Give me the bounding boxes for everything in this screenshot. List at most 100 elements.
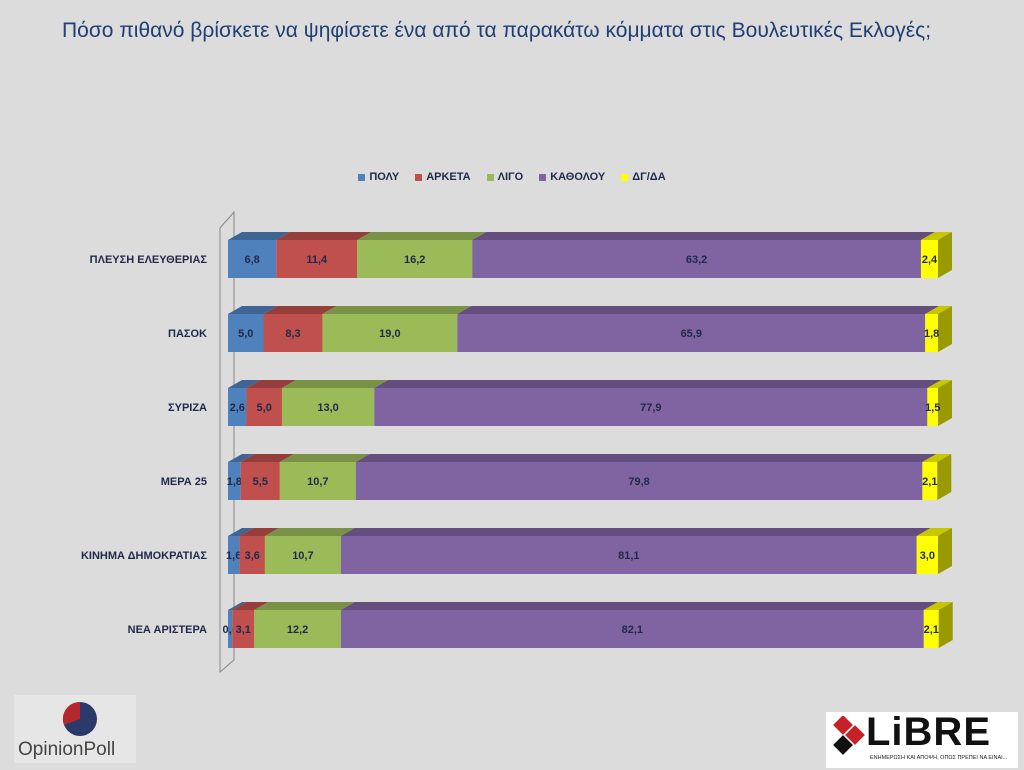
bar-segment — [927, 388, 938, 426]
category-label: ΝΕΑ ΑΡΙΣΤΕΡΑ — [128, 624, 207, 636]
data-label: 3,6 — [244, 550, 259, 562]
legend-label: ΚΑΘΟΛΟΥ — [550, 171, 606, 183]
data-label: 6,8 — [244, 254, 259, 266]
bar-segment-side — [938, 528, 952, 574]
bar-segment-top — [228, 454, 255, 462]
bar-segment-top — [228, 232, 291, 240]
bar-segment-top — [927, 380, 952, 388]
data-label: 19,0 — [379, 328, 400, 340]
bar-segment-top — [281, 380, 389, 388]
bar-segment-top — [340, 528, 931, 536]
bar-segment — [276, 240, 358, 278]
data-label: 65,9 — [681, 328, 702, 340]
bar-segment-top — [279, 454, 370, 462]
bar-segment-side — [937, 454, 952, 500]
data-label: 10,7 — [292, 550, 313, 562]
chart-title: Πόσο πιθανό βρίσκετε να ψηφίσετε ένα από… — [62, 19, 932, 42]
data-label: 5,0 — [257, 402, 272, 414]
data-label: 2,1 — [922, 476, 937, 488]
bar-segment — [916, 536, 938, 574]
bar-segment — [281, 388, 375, 426]
bar-segment — [246, 388, 282, 426]
category-label: ΠΑΣΟΚ — [168, 328, 207, 340]
libre-logo: LiBRE ΕΝΗΜΕΡΩΣΗ ΚΑΙ ΑΠΟΨΗ, ΟΠΩΣ ΠΡΕΠΕΙ Ν… — [826, 710, 1018, 768]
bar-segment-top — [254, 602, 355, 610]
legend-label: ΠΟΛΥ — [369, 171, 400, 183]
bar-segment-top — [925, 306, 952, 314]
bar-segment — [264, 536, 341, 574]
data-label: 2,6 — [230, 402, 245, 414]
legend-label: ΑΡΚΕΤΑ — [426, 171, 471, 183]
bar-segment-side — [938, 602, 953, 648]
bar-segment-top — [322, 306, 472, 314]
bar-segment — [228, 462, 241, 500]
legend-item: ΑΡΚΕΤΑ — [415, 171, 471, 183]
bar-segment — [355, 462, 923, 500]
legend-swatch — [539, 173, 547, 181]
data-label: 3,0 — [920, 550, 935, 562]
bar-segment — [254, 610, 341, 648]
legend-item: ΔΓ/ΔΑ — [621, 171, 666, 183]
data-label: 16,2 — [404, 254, 425, 266]
legend-swatch — [358, 173, 366, 181]
bar-segment — [228, 610, 233, 648]
opinionpoll-logo-text: OpinionPoll — [18, 739, 116, 760]
bar-segment — [263, 314, 323, 352]
bar-segment-top — [228, 380, 261, 388]
bar-segment — [322, 314, 458, 352]
bar-segment-top — [264, 528, 355, 536]
opinionpoll-mark-icon — [62, 701, 97, 736]
bar-segment — [228, 314, 264, 352]
data-label: 12,2 — [287, 624, 308, 636]
bar-segment-top — [240, 454, 294, 462]
category-label: ΚΙΝΗΜΑ ΔΗΜΟΚΡΑΤΙΑΣ — [81, 550, 207, 562]
opinionpoll-logo: OpinionPoll — [14, 695, 136, 763]
data-label: 79,8 — [628, 476, 649, 488]
bar-segment-top — [357, 232, 487, 240]
legend-label: ΛΙΓΟ — [497, 171, 524, 183]
bar-segment-top — [246, 380, 296, 388]
data-label: 5,0 — [238, 328, 253, 340]
bar-segment — [374, 388, 928, 426]
bar-segment — [457, 314, 926, 352]
bar-segment — [340, 610, 924, 648]
bar-segment — [923, 610, 939, 648]
bar-segment — [279, 462, 356, 500]
category-label: ΜΕΡΑ 25 — [161, 476, 207, 488]
data-label: 2,4 — [922, 254, 938, 266]
bar-segment — [232, 610, 255, 648]
data-label: 10,7 — [307, 476, 328, 488]
axis-wall — [219, 210, 235, 674]
bar-segment — [240, 462, 280, 500]
data-label: 63,2 — [686, 254, 707, 266]
bar-segment — [239, 536, 265, 574]
bar-segment-top — [355, 454, 937, 462]
data-label: 1,5 — [925, 402, 940, 414]
bar-segment-top — [923, 602, 953, 610]
legend-swatch — [621, 173, 629, 181]
data-label: 2,1 — [924, 624, 939, 636]
chart-legend: ΠΟΛΥ ΑΡΚΕΤΑ ΛΙΓΟ ΚΑΘΟΛΟΥ ΔΓ/ΔΑ — [0, 171, 1024, 183]
data-label: 1,8 — [924, 328, 939, 340]
data-label: 5,5 — [253, 476, 268, 488]
legend-label: ΔΓ/ΔΑ — [632, 171, 666, 183]
data-label: 8,3 — [285, 328, 300, 340]
legend-swatch — [415, 173, 423, 181]
bar-segment — [925, 314, 938, 352]
bar-segment — [920, 240, 938, 278]
bar-segment-top — [920, 232, 952, 240]
bar-segment — [922, 462, 938, 500]
bar-segment — [472, 240, 921, 278]
bar-segment — [228, 388, 247, 426]
libre-logo-text: LiBRE — [866, 710, 991, 754]
bar-segment — [228, 536, 240, 574]
bar-segment-top — [340, 602, 938, 610]
bar-segment-side — [938, 232, 952, 278]
data-label: 3,1 — [236, 624, 251, 636]
data-label: 1,6 — [226, 550, 241, 562]
bar-segment-top — [922, 454, 952, 462]
bar-segment-top — [916, 528, 952, 536]
category-label: ΣΥΡΙΖΑ — [168, 402, 207, 414]
libre-mark-icon — [833, 716, 865, 755]
